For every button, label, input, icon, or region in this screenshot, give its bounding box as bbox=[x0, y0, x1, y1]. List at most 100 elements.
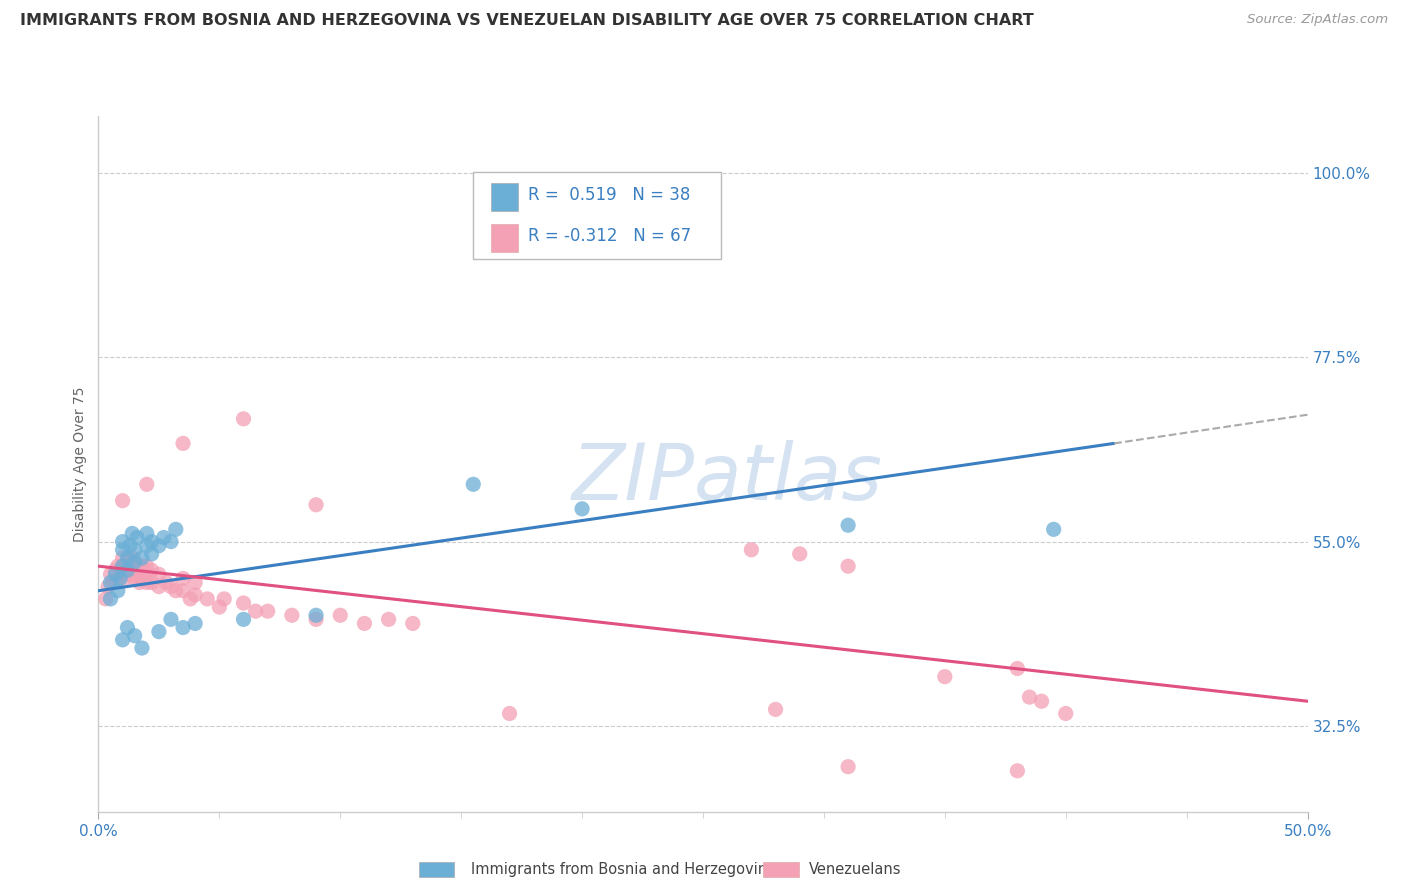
Point bbox=[124, 571, 146, 585]
Point bbox=[111, 632, 134, 647]
Point bbox=[1031, 694, 1053, 708]
Point bbox=[1007, 764, 1029, 778]
Point bbox=[498, 706, 520, 721]
Point bbox=[160, 580, 183, 594]
Point bbox=[212, 591, 235, 606]
Point bbox=[111, 559, 134, 574]
Point bbox=[94, 591, 117, 606]
Text: IMMIGRANTS FROM BOSNIA AND HERZEGOVINA VS VENEZUELAN DISABILITY AGE OVER 75 CORR: IMMIGRANTS FROM BOSNIA AND HERZEGOVINA V… bbox=[20, 13, 1033, 29]
Point bbox=[111, 542, 134, 557]
Point bbox=[148, 580, 170, 594]
Point bbox=[131, 640, 153, 655]
Point bbox=[111, 493, 134, 508]
Point bbox=[208, 600, 231, 615]
Point bbox=[184, 616, 207, 631]
Point bbox=[124, 555, 146, 569]
Point bbox=[135, 559, 157, 574]
Point bbox=[1018, 690, 1040, 705]
Y-axis label: Disability Age Over 75: Disability Age Over 75 bbox=[73, 386, 87, 541]
Point bbox=[245, 604, 267, 618]
Point bbox=[232, 612, 254, 626]
Point bbox=[165, 522, 187, 536]
Point bbox=[172, 436, 194, 450]
Point bbox=[148, 567, 170, 582]
Point bbox=[837, 559, 859, 574]
Bar bbox=[492, 184, 517, 211]
Point bbox=[135, 477, 157, 491]
Point bbox=[172, 571, 194, 585]
Point bbox=[111, 551, 134, 566]
Point bbox=[135, 539, 157, 553]
Point bbox=[195, 591, 218, 606]
Point bbox=[184, 575, 207, 590]
Text: R =  0.519   N = 38: R = 0.519 N = 38 bbox=[527, 186, 690, 204]
Point bbox=[128, 575, 150, 590]
Point bbox=[107, 571, 129, 585]
Point bbox=[789, 547, 811, 561]
Point bbox=[107, 583, 129, 598]
Point bbox=[184, 588, 207, 602]
Point bbox=[135, 567, 157, 582]
Text: ZIPatlas: ZIPatlas bbox=[572, 440, 883, 516]
Point bbox=[141, 547, 163, 561]
Point bbox=[329, 608, 352, 623]
Point bbox=[152, 531, 174, 545]
Point bbox=[463, 477, 485, 491]
Point bbox=[571, 501, 593, 516]
Point bbox=[100, 575, 122, 590]
Point bbox=[97, 580, 120, 594]
Point bbox=[141, 563, 163, 577]
Point bbox=[117, 621, 139, 635]
Point bbox=[281, 608, 304, 623]
Point bbox=[111, 534, 134, 549]
Point bbox=[117, 551, 139, 566]
Text: Source: ZipAtlas.com: Source: ZipAtlas.com bbox=[1247, 13, 1388, 27]
Point bbox=[124, 563, 146, 577]
Point bbox=[100, 567, 122, 582]
Point bbox=[107, 559, 129, 574]
Point bbox=[172, 583, 194, 598]
Point bbox=[740, 542, 762, 557]
Point bbox=[121, 526, 143, 541]
Point bbox=[117, 563, 139, 577]
Point bbox=[232, 596, 254, 610]
Point bbox=[135, 526, 157, 541]
Point bbox=[934, 670, 956, 684]
Point bbox=[402, 616, 425, 631]
Point bbox=[128, 563, 150, 577]
Point bbox=[104, 563, 127, 577]
Point bbox=[114, 563, 136, 577]
Point bbox=[108, 571, 131, 585]
Point bbox=[148, 539, 170, 553]
Point bbox=[165, 583, 187, 598]
Text: R = -0.312   N = 67: R = -0.312 N = 67 bbox=[527, 227, 690, 244]
Point bbox=[127, 567, 149, 582]
Point bbox=[124, 555, 146, 569]
Point bbox=[114, 571, 136, 585]
Point bbox=[104, 567, 127, 582]
Text: Immigrants from Bosnia and Herzegovina: Immigrants from Bosnia and Herzegovina bbox=[471, 863, 776, 877]
Point bbox=[135, 575, 157, 590]
Bar bbox=[492, 224, 517, 252]
Point bbox=[155, 575, 177, 590]
Point bbox=[305, 498, 328, 512]
Point bbox=[131, 551, 153, 566]
Point bbox=[100, 591, 122, 606]
Point bbox=[305, 608, 328, 623]
Point bbox=[124, 542, 146, 557]
Point bbox=[108, 567, 131, 582]
Point bbox=[172, 621, 194, 635]
Point bbox=[377, 612, 399, 626]
Point bbox=[118, 567, 141, 582]
Point bbox=[1042, 522, 1064, 536]
Point bbox=[141, 534, 163, 549]
Point bbox=[1007, 661, 1029, 675]
Point bbox=[118, 559, 141, 574]
Point bbox=[148, 624, 170, 639]
Point bbox=[179, 591, 201, 606]
Point bbox=[118, 539, 141, 553]
Point bbox=[160, 612, 183, 626]
Point bbox=[131, 571, 153, 585]
Point bbox=[141, 575, 163, 590]
Point bbox=[765, 702, 787, 716]
